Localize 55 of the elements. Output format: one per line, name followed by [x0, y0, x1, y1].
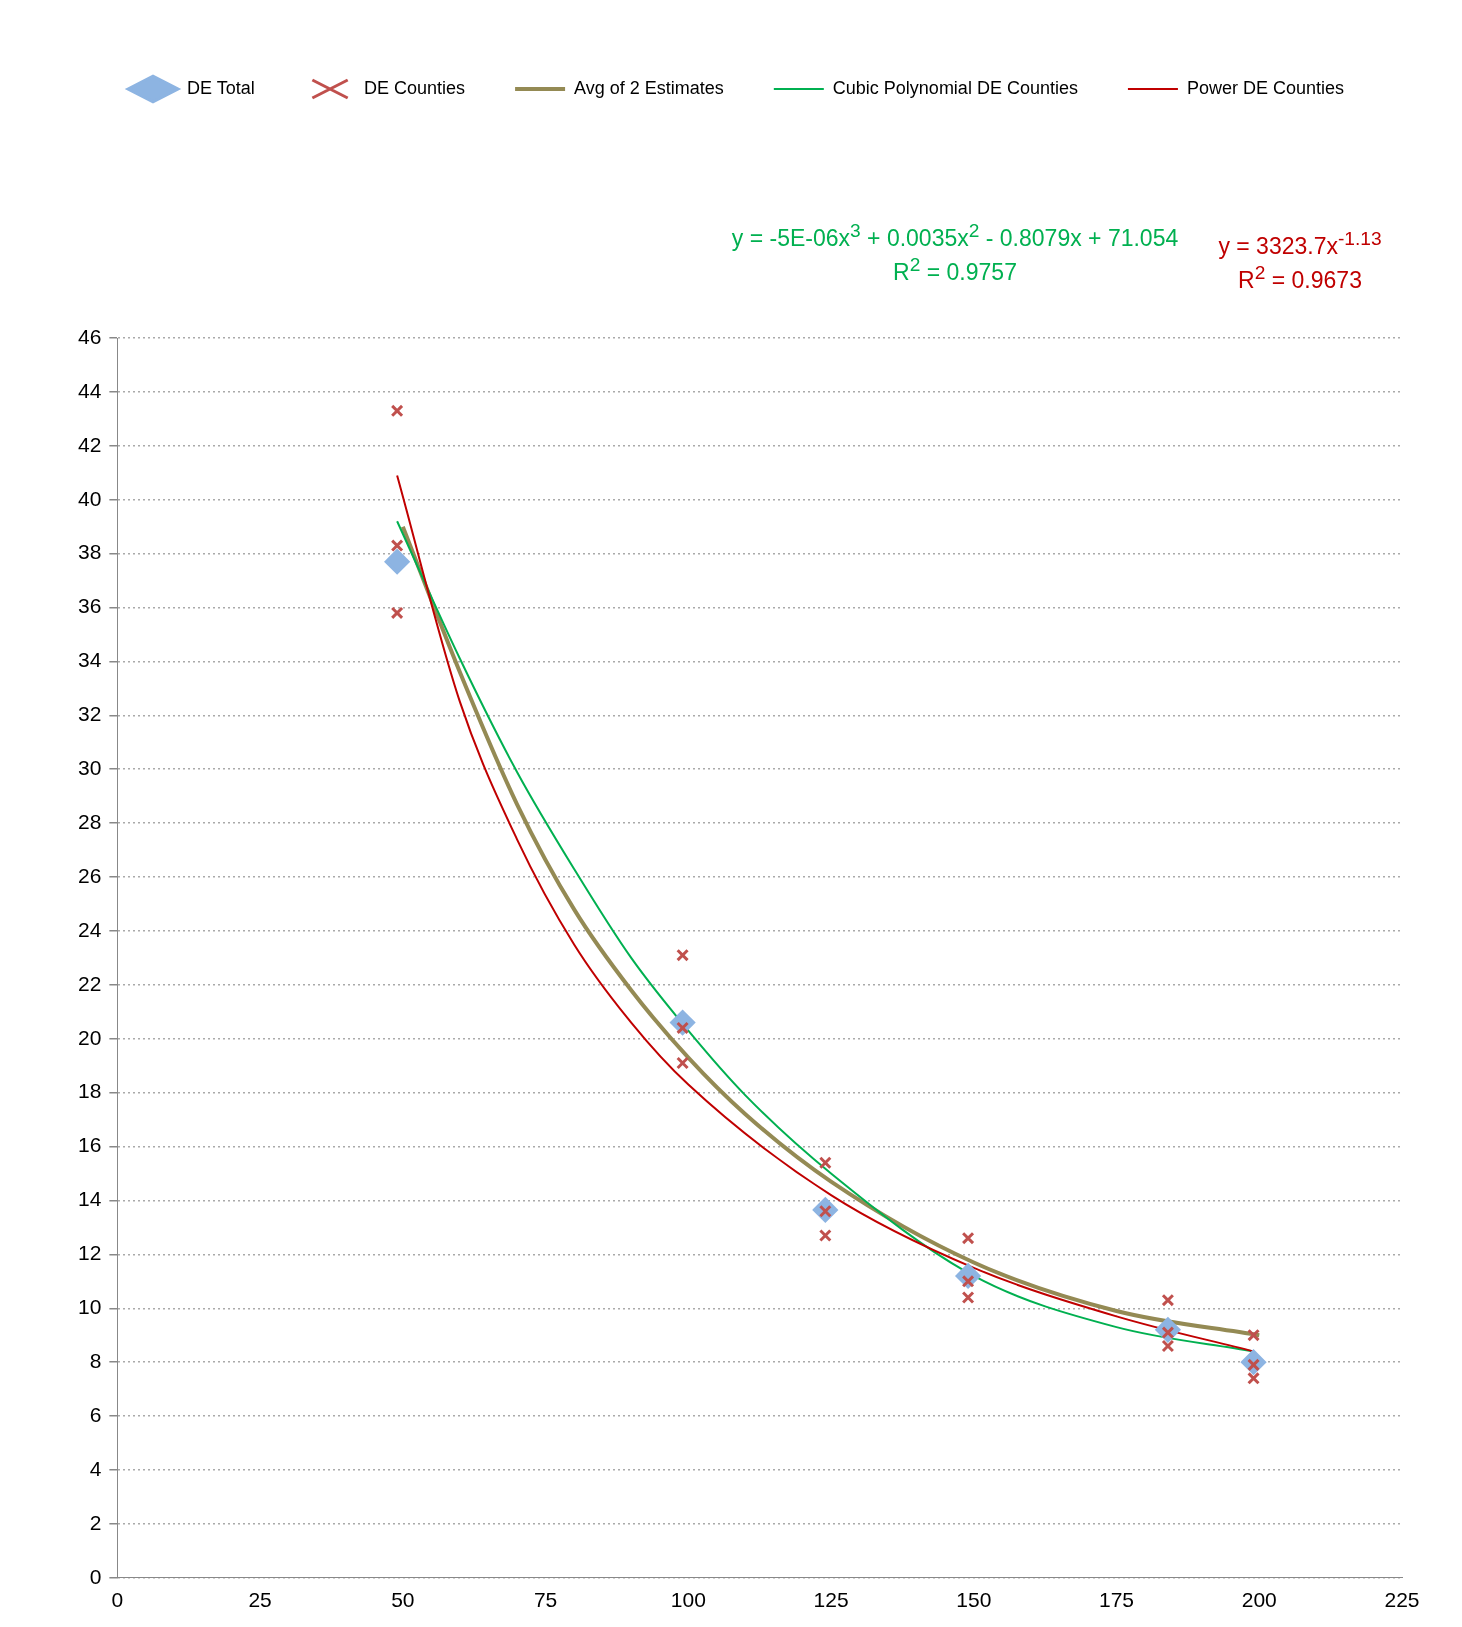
y-tick-label: 12: [78, 1241, 102, 1265]
x-tick-label: 175: [1099, 1588, 1135, 1612]
y-tick-label: 10: [78, 1295, 102, 1319]
point: [961, 1231, 975, 1245]
y-tick-label: 30: [78, 756, 102, 780]
text: y = -5E-06x$^{3}$ + 0.0035x$^{2}$ - 0.8079x + 71.054: [731, 220, 1179, 252]
y-tick-label: 18: [78, 1079, 102, 1103]
point: [1161, 1293, 1175, 1307]
y-tick-label: 0: [89, 1564, 102, 1588]
y-tick-label: 2: [89, 1510, 102, 1534]
x-tick-label: 125: [813, 1588, 849, 1612]
y-tick-label: 20: [78, 1025, 102, 1049]
y-tick-label: 42: [78, 432, 102, 456]
point: [384, 549, 410, 575]
y-tick-label: 16: [78, 1133, 102, 1157]
x-tick-label: 50: [391, 1588, 415, 1612]
y-tick-label: 36: [78, 594, 102, 618]
y-tick-label: 6: [89, 1402, 102, 1426]
point: [818, 1229, 832, 1242]
y-tick-label: 14: [78, 1187, 102, 1211]
legend-label: DE Counties: [364, 77, 466, 98]
legend-label: DE Total: [187, 77, 255, 98]
x-tick-label: 0: [111, 1588, 124, 1612]
y-tick-label: 38: [78, 540, 102, 564]
point: [818, 1156, 832, 1170]
legend-label: Power DE Counties: [1186, 77, 1345, 98]
y-tick-label: 4: [89, 1456, 102, 1480]
y-tick-label: 32: [78, 702, 102, 726]
point: [390, 404, 404, 418]
y-tick-label: 28: [78, 809, 102, 833]
x-tick-label: 150: [956, 1588, 992, 1612]
x-tick-label: 25: [248, 1588, 272, 1612]
x-tick-label: 200: [1241, 1588, 1277, 1612]
x-tick-label: 75: [533, 1588, 558, 1612]
y-tick-label: 44: [78, 378, 102, 402]
x-tick-label: 100: [670, 1588, 706, 1612]
point: [676, 1056, 690, 1070]
point: [1247, 1328, 1260, 1342]
y-tick-label: 8: [89, 1348, 102, 1372]
y-tick-label: 24: [78, 917, 102, 941]
y-tick-label: 34: [78, 648, 102, 672]
y-tick-label: 26: [78, 863, 102, 887]
y-tick-label: 22: [78, 971, 102, 995]
point: [961, 1291, 975, 1304]
x-tick-label: 225: [1384, 1588, 1420, 1612]
point: [676, 948, 690, 962]
text: R$^{2}$ = 0.9757: [893, 254, 1017, 286]
y-tick-label: 46: [78, 324, 102, 348]
legend-label: Cubic Polynomial DE Counties: [832, 77, 1078, 98]
y-tick-label: 40: [78, 486, 102, 510]
point: [390, 539, 404, 552]
point: [390, 606, 404, 620]
text: R$^{2}$ = 0.9673: [1238, 262, 1362, 294]
legend-label: Avg of 2 Estimates: [574, 77, 724, 98]
text: y = 3323.7x$^{-1.13}$: [1218, 228, 1382, 260]
